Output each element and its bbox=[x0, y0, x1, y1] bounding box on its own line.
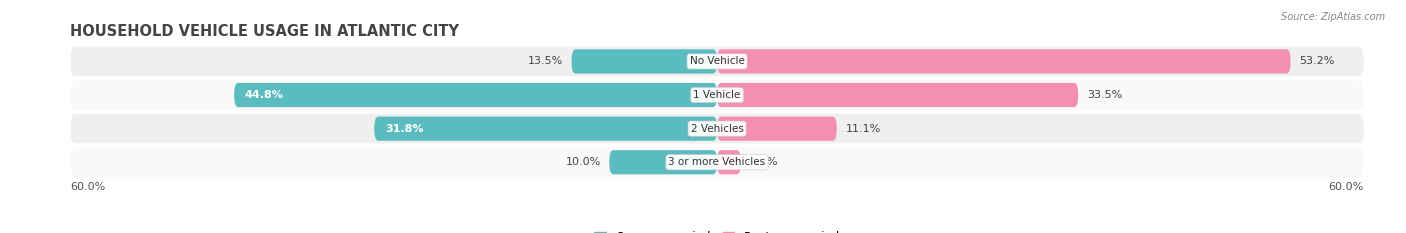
Text: 60.0%: 60.0% bbox=[70, 182, 105, 192]
Text: HOUSEHOLD VEHICLE USAGE IN ATLANTIC CITY: HOUSEHOLD VEHICLE USAGE IN ATLANTIC CITY bbox=[70, 24, 460, 39]
FancyBboxPatch shape bbox=[70, 80, 1364, 110]
FancyBboxPatch shape bbox=[717, 116, 837, 141]
Text: 31.8%: 31.8% bbox=[385, 124, 423, 134]
Legend: Owner-occupied, Renter-occupied: Owner-occupied, Renter-occupied bbox=[589, 226, 845, 233]
FancyBboxPatch shape bbox=[717, 150, 741, 174]
FancyBboxPatch shape bbox=[717, 83, 1078, 107]
FancyBboxPatch shape bbox=[609, 150, 717, 174]
FancyBboxPatch shape bbox=[70, 114, 1364, 144]
FancyBboxPatch shape bbox=[70, 147, 1364, 177]
FancyBboxPatch shape bbox=[374, 116, 717, 141]
Text: 53.2%: 53.2% bbox=[1299, 56, 1334, 66]
Text: 11.1%: 11.1% bbox=[845, 124, 880, 134]
Text: 2.2%: 2.2% bbox=[749, 157, 778, 167]
Text: 44.8%: 44.8% bbox=[245, 90, 284, 100]
Text: 60.0%: 60.0% bbox=[1329, 182, 1364, 192]
Text: 2 Vehicles: 2 Vehicles bbox=[690, 124, 744, 134]
FancyBboxPatch shape bbox=[717, 49, 1291, 74]
Text: 33.5%: 33.5% bbox=[1087, 90, 1122, 100]
FancyBboxPatch shape bbox=[70, 47, 1364, 76]
Text: Source: ZipAtlas.com: Source: ZipAtlas.com bbox=[1281, 12, 1385, 22]
FancyBboxPatch shape bbox=[235, 83, 717, 107]
Text: No Vehicle: No Vehicle bbox=[689, 56, 745, 66]
Text: 1 Vehicle: 1 Vehicle bbox=[693, 90, 741, 100]
Text: 10.0%: 10.0% bbox=[565, 157, 600, 167]
Text: 3 or more Vehicles: 3 or more Vehicles bbox=[668, 157, 766, 167]
Text: 13.5%: 13.5% bbox=[527, 56, 562, 66]
FancyBboxPatch shape bbox=[571, 49, 717, 74]
